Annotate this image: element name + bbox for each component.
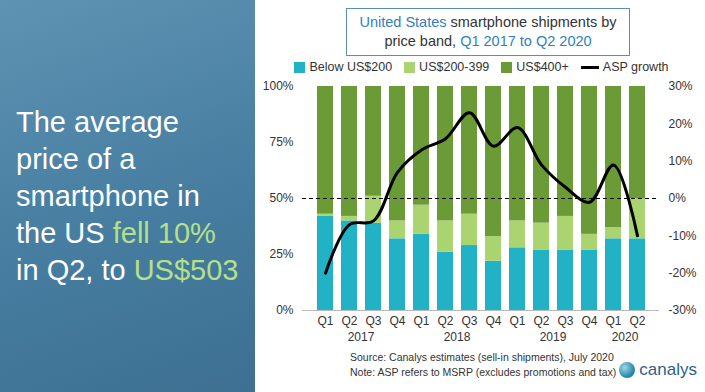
svg-text:Q2: Q2 — [341, 314, 357, 328]
svg-text:100%: 100% — [263, 79, 294, 93]
html-text:Note: ASP refers to MSRP (excl: Note: ASP refers to MSRP (excludes promo… — [350, 366, 617, 378]
svg-text:25%: 25% — [269, 247, 293, 261]
svg-text:Q1: Q1 — [413, 314, 429, 328]
svg-text:Q3: Q3 — [461, 314, 477, 328]
svg-text:-20%: -20% — [669, 266, 697, 280]
html-text:2020: 2020 — [611, 330, 639, 344]
svg-text:Q1: Q1 — [509, 314, 525, 328]
svg-text:30%: 30% — [669, 79, 693, 93]
svg-text:Q3: Q3 — [365, 314, 381, 328]
html-text:ASP growth: ASP growth — [602, 60, 669, 74]
html-text:2017: 2017 — [347, 330, 375, 344]
svg-text:-10%: -10% — [669, 229, 697, 243]
svg-text:10%: 10% — [669, 154, 693, 168]
html-text:Source: Canalys estimates (sel: Source: Canalys estimates (sell-in shipm… — [350, 351, 614, 363]
svg-text:Q1: Q1 — [605, 314, 621, 328]
svg-text:Q2: Q2 — [533, 314, 549, 328]
svg-text:Q4: Q4 — [389, 314, 405, 328]
html-text:Below US$200: Below US$200 — [309, 60, 393, 74]
svg-text:Q4: Q4 — [485, 314, 501, 328]
svg-text:20%: 20% — [669, 117, 693, 131]
html-text:canalys: canalys — [639, 360, 697, 379]
html-text:US$400+: US$400+ — [516, 60, 569, 74]
html-text:United States smartphone shipm: United States smartphone shipments by pr… — [359, 14, 617, 49]
html-text:2018: 2018 — [443, 330, 471, 344]
svg-text:75%: 75% — [269, 135, 293, 149]
svg-text:0%: 0% — [669, 191, 687, 205]
html-text:2019: 2019 — [539, 330, 567, 344]
svg-text:Q1: Q1 — [317, 314, 333, 328]
svg-text:Q2: Q2 — [629, 314, 645, 328]
svg-text:-30%: -30% — [669, 303, 697, 317]
svg-text:Q2: Q2 — [437, 314, 453, 328]
html-text:US$200-399: US$200-399 — [419, 60, 490, 74]
svg-text:Q3: Q3 — [557, 314, 573, 328]
svg-text:0%: 0% — [276, 303, 294, 317]
html-text:in Q2, to US$503: in Q2, to US$503 — [16, 253, 239, 286]
svg-text:Q4: Q4 — [581, 314, 597, 328]
svg-text:50%: 50% — [269, 191, 293, 205]
html-text:The average price of a smartph: The average price of a smartphone in the… — [16, 105, 216, 249]
